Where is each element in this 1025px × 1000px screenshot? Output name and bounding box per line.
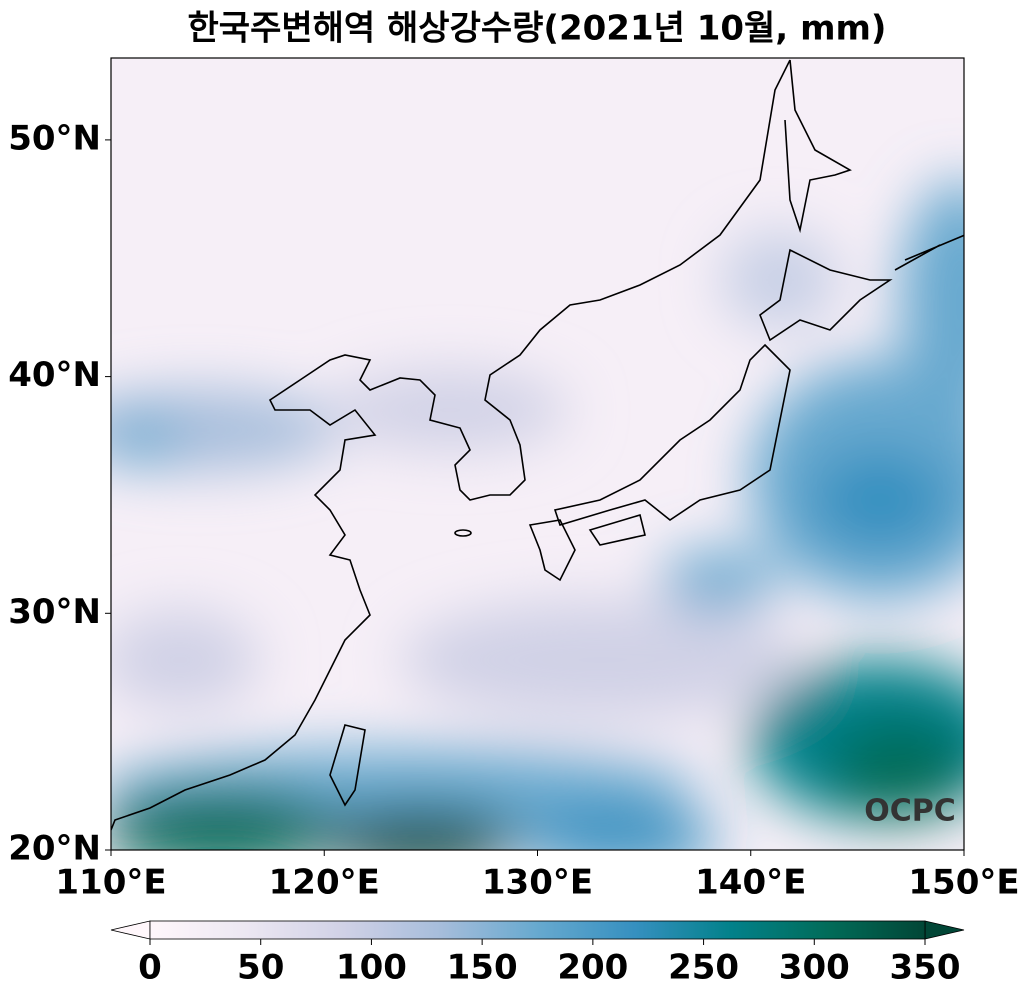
y-tick-label: 40°N (8, 355, 101, 395)
colorbar-extend-high (924, 920, 965, 940)
colorbar-tick-label: 300 (779, 948, 850, 988)
colorbar-tick-label: 50 (237, 948, 284, 988)
y-tick-label: 20°N (8, 829, 101, 869)
colorbar-extend-low (110, 920, 151, 940)
colorbar-bar (149, 920, 926, 940)
colorbar-tick-label: 0 (138, 948, 162, 988)
watermark: OCPC (864, 794, 956, 829)
colorbar: 0 50 100 150 200 250 300 350 (110, 920, 965, 988)
chart-title: 한국주변해역 해상강수량(2021년 10월, mm) (188, 9, 887, 49)
coastline (111, 59, 964, 831)
precipitation-field (111, 58, 964, 850)
colorbar-tick-label: 350 (890, 948, 961, 988)
colorbar-tick-label: 200 (557, 948, 628, 988)
colorbar-tick-label: 250 (668, 948, 739, 988)
x-tick-label: 130°E (482, 863, 593, 903)
colorbar-tick-label: 150 (447, 948, 518, 988)
x-tick-label: 120°E (269, 863, 380, 903)
y-tick-label: 30°N (8, 592, 101, 632)
x-tick-label: 150°E (908, 863, 1019, 903)
x-tick-label: 110°E (55, 863, 166, 903)
x-tick-label: 140°E (695, 863, 806, 903)
colorbar-tick-label: 100 (336, 948, 407, 988)
y-tick-label: 50°N (8, 118, 101, 158)
